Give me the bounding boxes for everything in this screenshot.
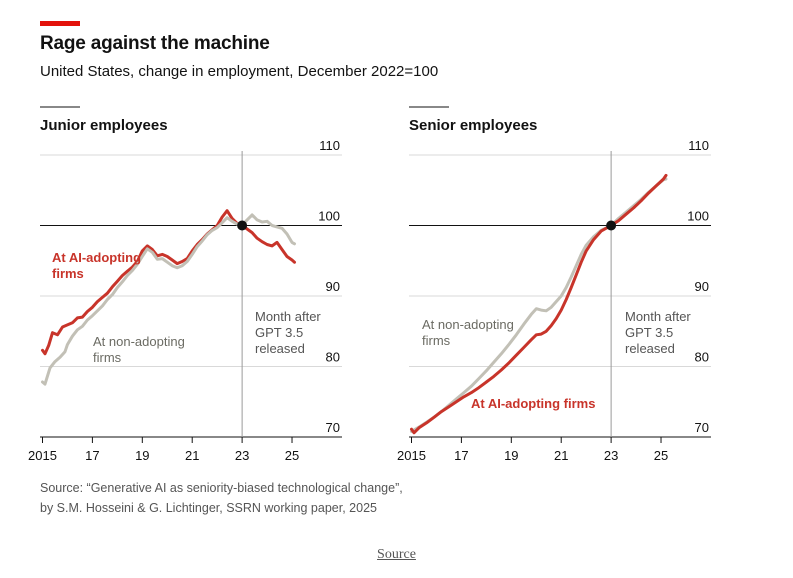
x-tick-label: 25 (285, 448, 299, 463)
source-note-line-1: Source: “Generative AI as seniority-bias… (40, 481, 403, 495)
chart-title: Rage against the machine (40, 33, 270, 54)
y-tick-label: 100 (687, 209, 709, 224)
annotation-text: released (255, 341, 305, 356)
y-tick-label: 70 (695, 420, 709, 435)
reference-point (606, 220, 617, 231)
panel-title: Junior employees (40, 117, 168, 134)
x-tick-label: 21 (185, 448, 199, 463)
panel-title: Senior employees (409, 117, 537, 134)
series-line-non-adopting (410, 177, 668, 433)
x-tick-label: 25 (654, 448, 668, 463)
annotation-text: GPT 3.5 (625, 325, 673, 340)
series-label: firms (93, 350, 122, 365)
brand-red-bar (40, 21, 80, 26)
series-line-ai-adopting (41, 209, 296, 356)
series-label: At AI-adopting (52, 250, 141, 265)
series-label: At AI-adopting firms (471, 396, 595, 411)
source-note: Source: “Generative AI as seniority-bias… (40, 478, 403, 518)
series-label: firms (422, 333, 451, 348)
y-tick-label: 100 (318, 209, 340, 224)
source-link[interactable]: Source (377, 547, 416, 562)
x-tick-label: 23 (604, 448, 618, 463)
annotation-text: Month after (625, 309, 691, 324)
x-tick-label: 17 (85, 448, 99, 463)
x-tick-label: 21 (554, 448, 568, 463)
y-tick-label: 90 (326, 279, 340, 294)
series-line-ai-adopting (410, 173, 668, 435)
y-tick-label: 90 (695, 279, 709, 294)
x-tick-label: 2015 (28, 448, 57, 463)
y-tick-label: 110 (688, 138, 709, 153)
y-tick-label: 110 (319, 138, 340, 153)
annotation-text: Month after (255, 309, 321, 324)
annotation-text: released (625, 341, 675, 356)
series-label: At non-adopting (422, 317, 514, 332)
annotation-text: GPT 3.5 (255, 325, 303, 340)
reference-point (237, 220, 248, 231)
series-label: At non-adopting (93, 334, 185, 349)
x-tick-label: 17 (454, 448, 468, 463)
x-tick-label: 19 (135, 448, 149, 463)
y-tick-label: 80 (326, 350, 340, 365)
y-tick-label: 70 (326, 420, 340, 435)
x-tick-label: 2015 (397, 448, 426, 463)
chart-panel-2: Senior employees 110 100 90 80 70 2015 17 19 21 23… (397, 106, 711, 463)
chart-subtitle: United States, change in employment, Dec… (40, 63, 439, 80)
series-label: firms (52, 266, 84, 281)
series-line-non-adopting (41, 213, 296, 386)
y-tick-label: 80 (695, 350, 709, 365)
chart-panel-1: Junior employees 110 100 90 80 70 2015 17 19 21 23… (28, 106, 342, 463)
source-note-line-2: by S.M. Hosseini & G. Lichtinger, SSRN w… (40, 501, 377, 515)
x-tick-label: 23 (235, 448, 249, 463)
x-tick-label: 19 (504, 448, 518, 463)
charts-svg: Junior employees 110 100 90 80 70 2015 17 19 21 23… (28, 106, 711, 463)
